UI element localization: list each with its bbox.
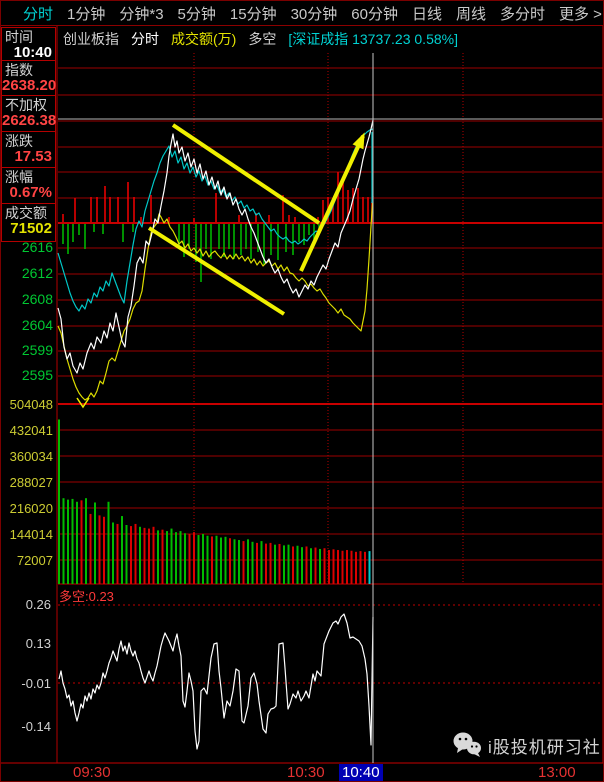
time-label: 10:30 [287, 764, 325, 781]
sidebar-cell-value: 71502 [10, 220, 52, 237]
menu-item-5[interactable]: 30分钟 [290, 5, 338, 23]
svg-text:2595: 2595 [22, 367, 53, 383]
svg-text:2616: 2616 [22, 239, 53, 255]
menu-item-2[interactable]: 分钟*3 [119, 5, 164, 23]
menu-item-6[interactable]: 60分钟 [351, 5, 398, 23]
sidebar-cell-value: 10:40 [13, 44, 52, 61]
indicator-label: 多空 [248, 31, 277, 47]
wechat-icon [453, 732, 481, 757]
svg-text:72007: 72007 [17, 553, 53, 568]
svg-text:0.26: 0.26 [26, 597, 51, 612]
period-menubar: 分时 1分钟 分钟*3 5分钟 15分钟 30分钟 60分钟 日线 周线 多分时 更多 > [1, 1, 603, 26]
sidebar-cell-5: 成交额 71502 [1, 203, 56, 242]
sidebar-cell-4: 涨幅 0.67% [1, 167, 56, 204]
time-axis: 09:30 10:30 10:40 13:00 [1, 764, 603, 781]
index-quote[interactable]: [深证成指 13737.23 0.58%] [288, 31, 458, 47]
svg-text:216020: 216020 [10, 501, 53, 516]
menu-item-9[interactable]: 多分时 [499, 5, 545, 23]
svg-text:2604: 2604 [22, 317, 53, 333]
svg-text:0.13: 0.13 [26, 636, 51, 651]
sidebar-cell-value: 2626.38 [2, 112, 57, 129]
sidebar-cell-label: 成交额 [5, 205, 47, 221]
chart-header: 创业板指 分时 成交额(万) 多空 [深证成指 13737.23 0.58%] [63, 29, 458, 49]
time-label: 09:30 [73, 764, 111, 781]
period-label: 分时 [131, 31, 159, 47]
sidebar-cell-3: 涨跌 17.53 [1, 131, 56, 168]
amount-label: 成交额(万) [171, 31, 237, 47]
menu-item-1[interactable]: 1分钟 [67, 5, 106, 23]
sidebar-cell-label: 涨跌 [5, 133, 33, 149]
time-label-current: 10:40 [339, 764, 383, 781]
watermark: i股投机研习社 [452, 731, 601, 759]
menu-item-10[interactable]: 更多 > [559, 5, 602, 23]
sidebar-cell-value: 17.53 [14, 148, 52, 165]
instrument-name: 创业板指 [63, 31, 119, 47]
svg-text:288027: 288027 [10, 475, 53, 490]
svg-text:144014: 144014 [10, 527, 53, 542]
sidebar-cell-label: 涨幅 [5, 169, 33, 185]
sidebar-cell-value: 2638.20 [2, 77, 57, 94]
menu-item-8[interactable]: 周线 [455, 5, 486, 23]
menu-item-3[interactable]: 5分钟 [177, 5, 216, 23]
svg-text:432041: 432041 [10, 423, 53, 438]
sidebar-cell-2: 不加权 2626.38 [1, 95, 56, 132]
svg-text:360034: 360034 [10, 449, 53, 464]
menu-item-fenshi[interactable]: 分时 [23, 5, 54, 23]
sidebar-cell-label: 不加权 [5, 97, 47, 113]
menu-item-7[interactable]: 日线 [411, 5, 442, 23]
sidebar-cell-value: 0.67% [9, 184, 52, 201]
watermark-text: i股投机研习社 [488, 737, 601, 757]
sidebar-cell-label: 时间 [5, 29, 33, 45]
sidebar-cell-label: 指数 [5, 62, 33, 78]
sidebar-cell-0: 时间 10:40 [1, 27, 56, 61]
svg-text:2608: 2608 [22, 291, 53, 307]
svg-text:504048: 504048 [10, 397, 53, 412]
svg-text:-0.01: -0.01 [21, 676, 51, 691]
time-label: 13:00 [538, 764, 576, 781]
menu-item-4[interactable]: 15分钟 [229, 5, 277, 23]
indicator-title: 多空:0.23 [59, 589, 114, 604]
svg-text:2599: 2599 [22, 342, 53, 358]
sidebar-cell-1: 指数 2638.20 [1, 60, 56, 96]
svg-text:-0.14: -0.14 [21, 719, 51, 734]
svg-text:2612: 2612 [22, 265, 53, 281]
